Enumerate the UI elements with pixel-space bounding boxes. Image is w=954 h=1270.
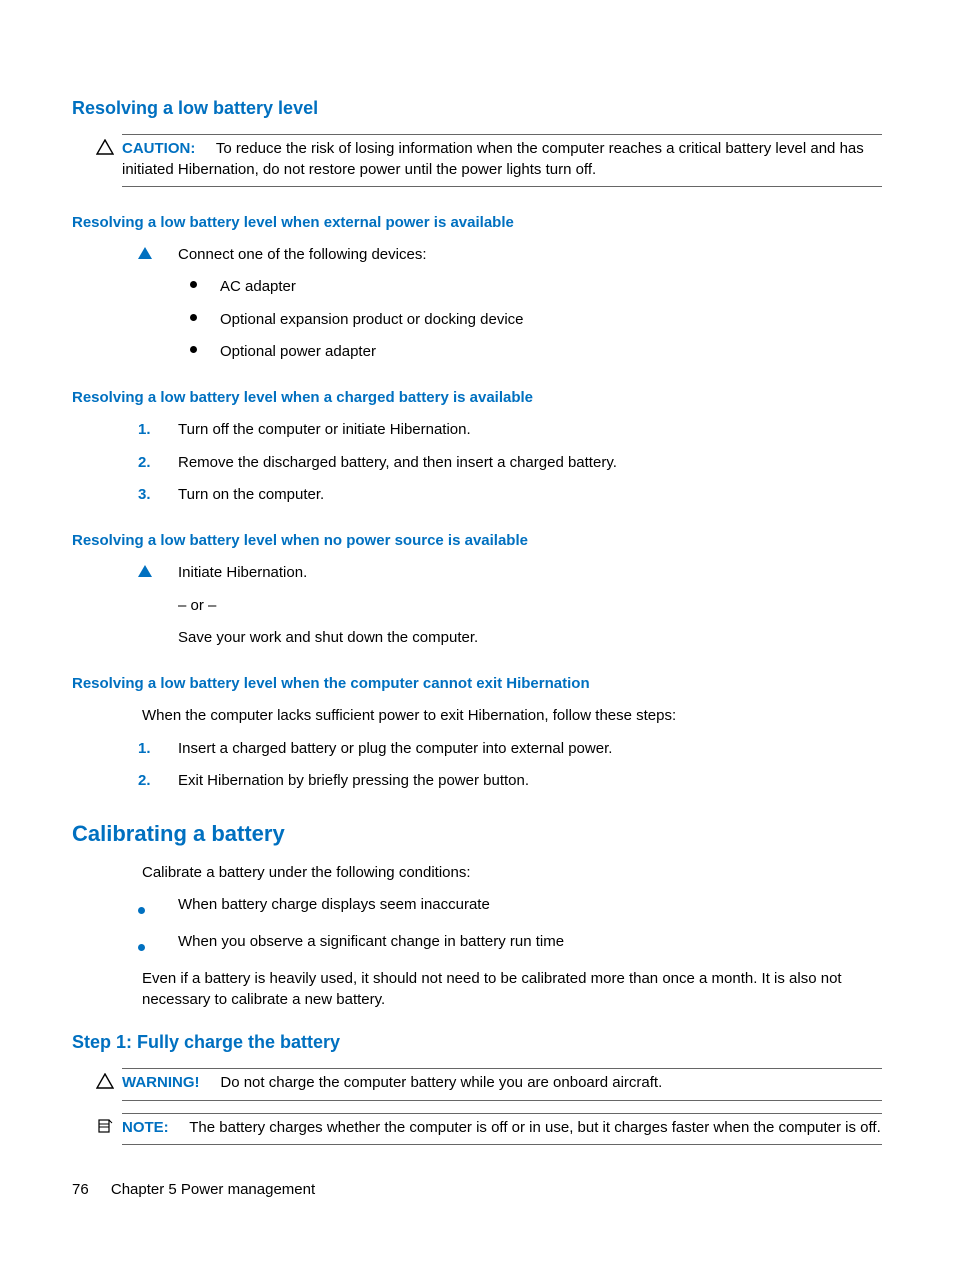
triangle-bullet-row: Initiate Hibernation. xyxy=(134,563,882,583)
numbered-step-row: 2. Exit Hibernation by briefly pressing … xyxy=(134,771,882,791)
blue-bullet-row: When battery charge displays seem inaccu… xyxy=(134,895,882,920)
subheading-cannot-exit-hibernation: Resolving a low battery level when the c… xyxy=(72,674,882,694)
triangle-icon xyxy=(134,563,178,583)
bullet-icon xyxy=(180,310,220,321)
step-text: Remove the discharged battery, and then … xyxy=(178,453,882,473)
numbered-step-row: 3. Turn on the computer. xyxy=(134,485,882,505)
list-text: When battery charge displays seem inaccu… xyxy=(178,895,882,915)
list-text: Initiate Hibernation. xyxy=(178,563,882,583)
para-text: Even if a battery is heavily used, it sh… xyxy=(142,969,882,1010)
subheading-external-power: Resolving a low battery level when exter… xyxy=(72,213,882,233)
sub-bullet-row: Optional expansion product or docking de… xyxy=(180,310,882,330)
heading-step1-fully-charge: Step 1: Fully charge the battery xyxy=(72,1030,882,1054)
alt-row: Save your work and shut down the compute… xyxy=(134,628,882,648)
sub-bullet-row: Optional power adapter xyxy=(180,342,882,362)
heading-resolving-low-battery: Resolving a low battery level xyxy=(72,96,882,120)
bullet-icon xyxy=(180,342,220,353)
note-text: The battery charges whether the computer… xyxy=(189,1119,880,1136)
caution-icon xyxy=(96,139,114,157)
step-text: Insert a charged battery or plug the com… xyxy=(178,739,882,759)
step-number: 3. xyxy=(134,485,178,505)
caution-text: To reduce the risk of losing information… xyxy=(122,140,864,177)
or-row: – or – xyxy=(134,596,882,616)
intro-text: When the computer lacks sufficient power… xyxy=(142,706,882,726)
warning-label: WARNING! xyxy=(122,1074,200,1091)
numbered-step-row: 1. Turn off the computer or initiate Hib… xyxy=(134,420,882,440)
caution-callout: CAUTION: To reduce the risk of losing in… xyxy=(122,134,882,187)
step-text: Turn on the computer. xyxy=(178,485,882,505)
warning-callout: WARNING! Do not charge the computer batt… xyxy=(122,1068,882,1100)
list-text: Optional expansion product or docking de… xyxy=(220,310,882,330)
note-callout: NOTE: The battery charges whether the co… xyxy=(122,1113,882,1145)
warning-text: Do not charge the computer battery while… xyxy=(220,1074,662,1091)
heading-calibrating-battery: Calibrating a battery xyxy=(72,819,882,849)
note-label: NOTE: xyxy=(122,1119,169,1136)
note-icon xyxy=(96,1118,114,1136)
page-number: 76 xyxy=(72,1181,89,1198)
subheading-no-power: Resolving a low battery level when no po… xyxy=(72,531,882,551)
list-text: Optional power adapter xyxy=(220,342,882,362)
step-number: 1. xyxy=(134,420,178,440)
subheading-charged-battery: Resolving a low battery level when a cha… xyxy=(72,388,882,408)
step-number: 2. xyxy=(134,771,178,791)
step-number: 2. xyxy=(134,453,178,473)
alt-text: Save your work and shut down the compute… xyxy=(178,628,882,648)
list-text: When you observe a significant change in… xyxy=(178,932,882,952)
numbered-step-row: 1. Insert a charged battery or plug the … xyxy=(134,739,882,759)
list-text: Connect one of the following devices: xyxy=(178,245,882,265)
blue-bullet-row: When you observe a significant change in… xyxy=(134,932,882,957)
numbered-step-row: 2. Remove the discharged battery, and th… xyxy=(134,453,882,473)
sub-bullet-row: AC adapter xyxy=(180,277,882,297)
bullet-icon xyxy=(134,895,178,920)
step-number: 1. xyxy=(134,739,178,759)
list-text: AC adapter xyxy=(220,277,882,297)
page-footer: 76 Chapter 5 Power management xyxy=(72,1180,315,1200)
step-text: Turn off the computer or initiate Hibern… xyxy=(178,420,882,440)
warning-icon xyxy=(96,1073,114,1091)
bullet-icon xyxy=(180,277,220,288)
intro-text: Calibrate a battery under the following … xyxy=(142,863,882,883)
bullet-icon xyxy=(134,932,178,957)
caution-label: CAUTION: xyxy=(122,140,195,157)
chapter-label: Chapter 5 Power management xyxy=(111,1181,315,1198)
or-text: – or – xyxy=(178,596,882,616)
triangle-icon xyxy=(134,245,178,265)
step-text: Exit Hibernation by briefly pressing the… xyxy=(178,771,882,791)
triangle-bullet-row: Connect one of the following devices: xyxy=(134,245,882,265)
